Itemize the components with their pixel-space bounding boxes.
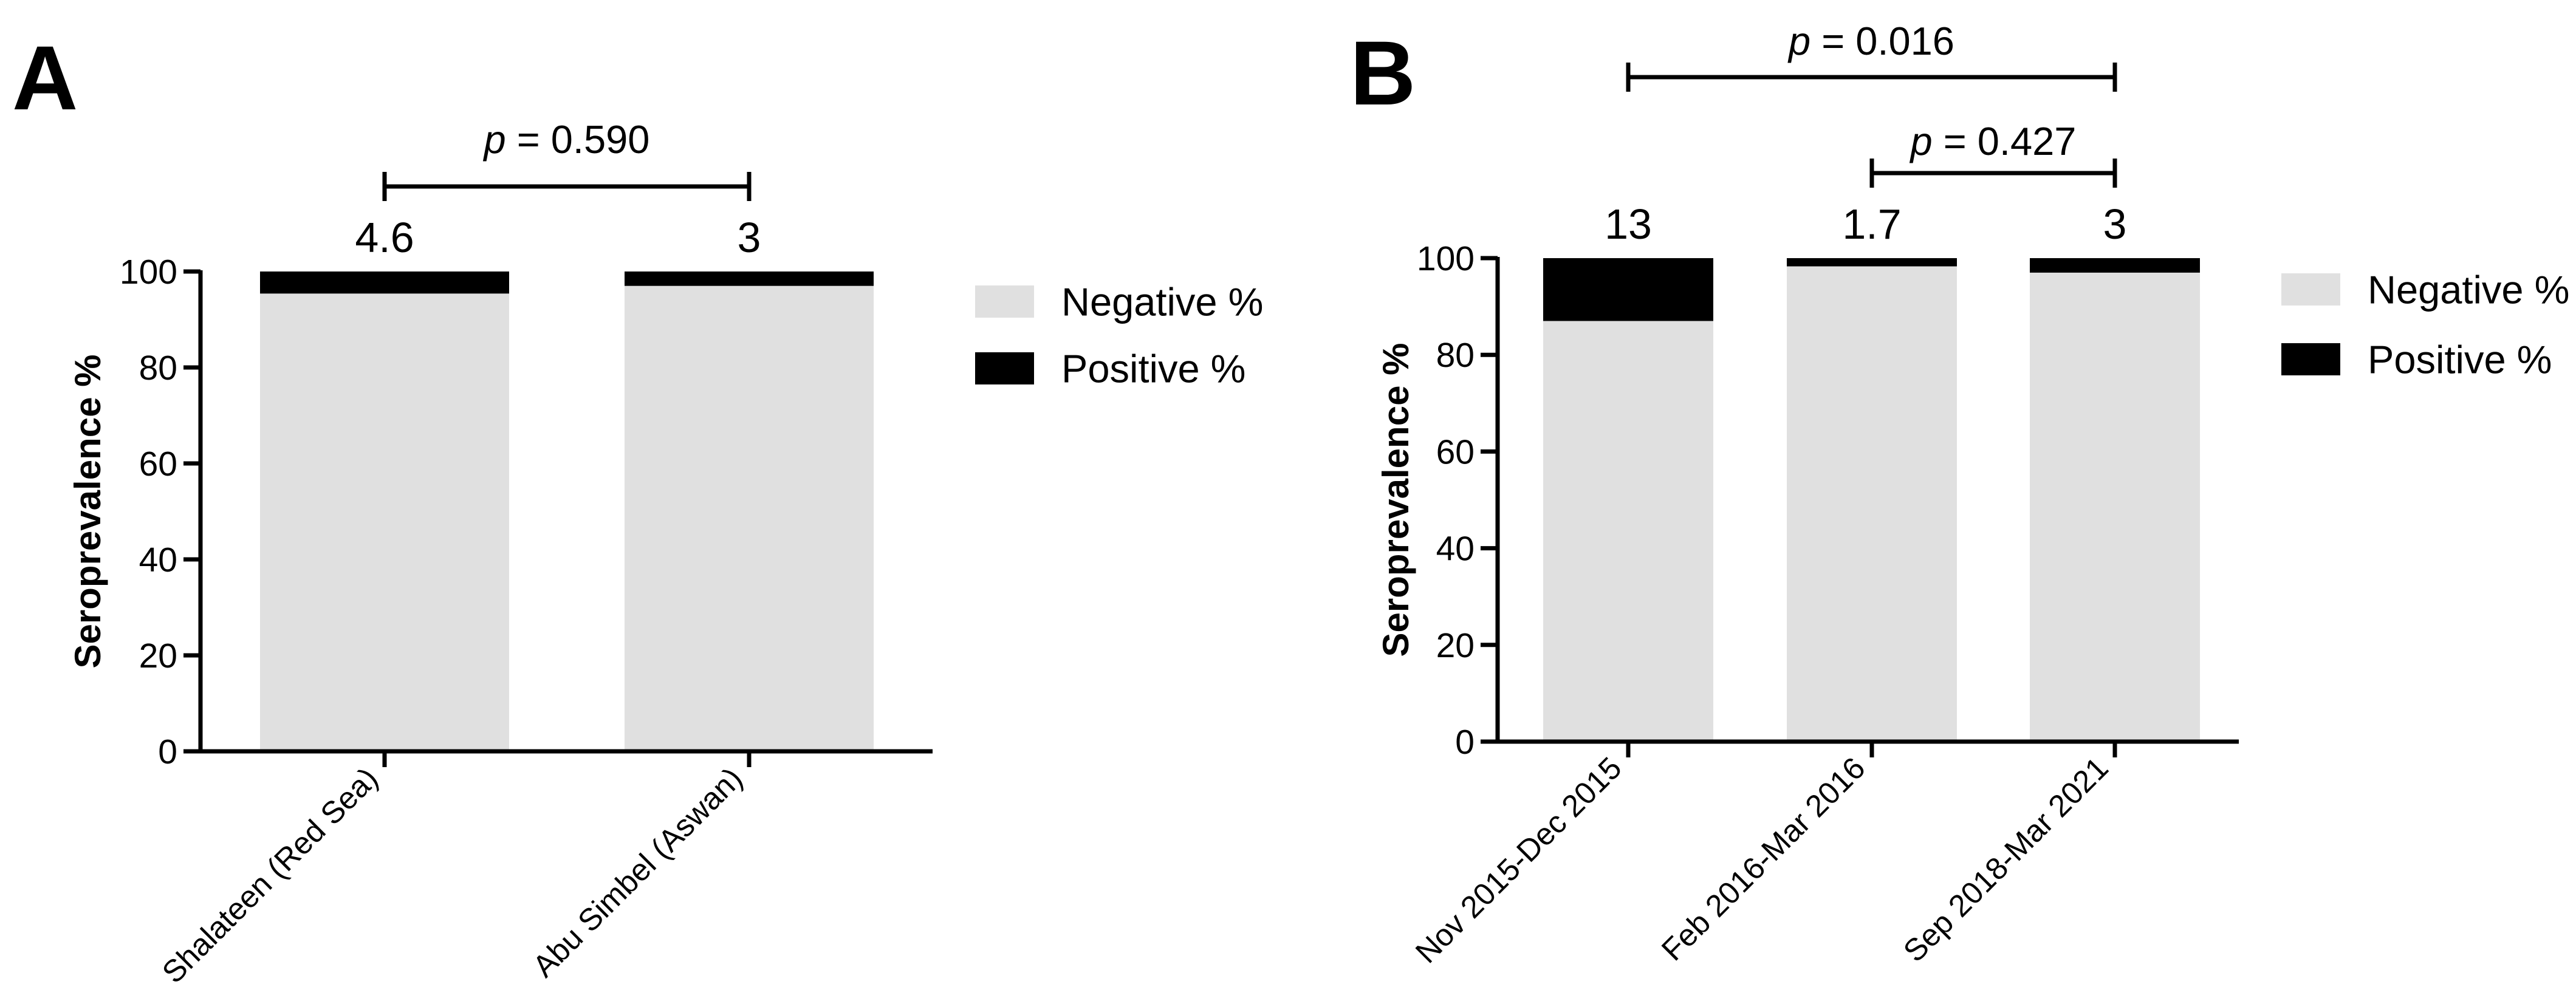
y-tick-label: 0 [158, 733, 177, 771]
p-value-label: p = 0.427 [1910, 119, 2077, 163]
p-value-symbol: p [1910, 119, 1933, 163]
y-tick-label: 40 [1436, 530, 1475, 569]
x-category-label: Abu Simbel (Aswan) [526, 760, 749, 983]
bar-value-label: 4.6 [355, 214, 414, 261]
panel-letter-a: A [12, 27, 78, 129]
chart-panel-b: 13 1.7 3 0 20 40 60 80 100 Nov 2015-Dec 2015 Feb 2… [1375, 19, 2569, 970]
legend-label-positive: Positive % [2368, 338, 2552, 382]
y-axis-title: Seroprevalence % [1375, 343, 1416, 657]
bar-value-label: 3 [2103, 200, 2127, 248]
p-value-symbol: p [1787, 19, 1810, 63]
p-value-label: p = 0.590 [483, 117, 650, 162]
chart-panel-a: 4.6 3 0 20 40 60 80 100 Shalateen (Red Sea) Abu S… [67, 117, 1263, 990]
y-tick-label: 100 [1417, 239, 1475, 278]
legend-swatch-negative [2281, 273, 2340, 306]
legend-swatch-positive [2281, 343, 2340, 375]
bar-negative-0 [260, 293, 509, 752]
y-tick-label: 0 [1455, 723, 1475, 762]
x-category-label: Nov 2015-Dec 2015 [1409, 750, 1628, 969]
bar-value-label: 1.7 [1842, 200, 1901, 248]
bar-positive-0 [260, 271, 509, 294]
p-value-number: = 0.427 [1933, 119, 2077, 163]
y-tick-label: 20 [1436, 626, 1475, 665]
panel-letter-b: B [1350, 22, 1416, 124]
legend-swatch-negative [975, 285, 1034, 318]
y-tick-label: 60 [139, 445, 177, 483]
bar-negative-0 [1543, 321, 1713, 742]
bar-value-label: 13 [1605, 200, 1652, 248]
bar-negative-2 [2030, 272, 2200, 742]
x-category-label: Shalateen (Red Sea) [156, 760, 385, 989]
legend-label-negative: Negative % [2368, 268, 2569, 312]
p-value-symbol: p [483, 117, 506, 162]
y-tick-label: 20 [139, 637, 177, 675]
legend-swatch-positive [975, 352, 1034, 384]
y-tick-label: 80 [1436, 336, 1475, 375]
bar-value-label: 3 [738, 214, 761, 261]
bar-positive-1 [1787, 258, 1957, 267]
legend-label-negative: Negative % [1061, 280, 1263, 324]
y-tick-label: 60 [1436, 432, 1475, 471]
bar-negative-1 [1787, 266, 1957, 742]
legend-label-positive: Positive % [1061, 347, 1245, 391]
x-category-label: Sep 2018-Mar 2021 [1897, 750, 2115, 968]
y-tick-label: 80 [139, 349, 177, 388]
p-value-number: = 0.590 [506, 117, 650, 162]
y-tick-label: 40 [139, 541, 177, 579]
bar-positive-1 [625, 271, 874, 286]
x-category-label: Feb 2016-Mar 2016 [1655, 750, 1872, 967]
bar-negative-1 [625, 285, 874, 751]
p-value-label: p = 0.016 [1787, 19, 1954, 63]
p-value-number: = 0.016 [1810, 19, 1954, 63]
y-axis-title: Seroprevalence % [67, 355, 108, 669]
bar-positive-2 [2030, 258, 2200, 273]
y-tick-label: 100 [120, 253, 177, 292]
bar-positive-0 [1543, 258, 1713, 321]
